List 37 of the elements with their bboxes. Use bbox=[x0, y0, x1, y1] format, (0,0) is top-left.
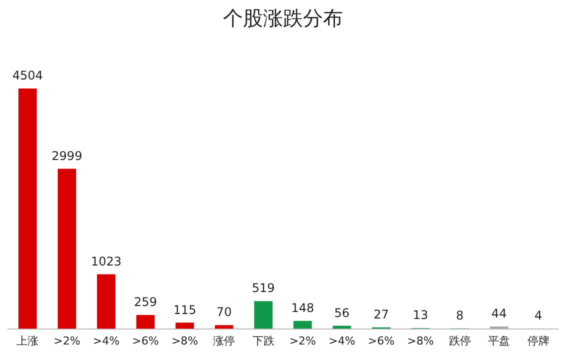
bar bbox=[176, 322, 194, 329]
data-label: 27 bbox=[374, 307, 389, 322]
data-label: 44 bbox=[491, 306, 507, 321]
bar bbox=[18, 88, 37, 329]
data-label: 56 bbox=[334, 306, 350, 320]
x-tick-label: >8% bbox=[171, 334, 198, 348]
x-tick-label: 平盘 bbox=[488, 334, 510, 348]
x-tick-label: 涨停 bbox=[213, 334, 236, 348]
bar bbox=[214, 325, 234, 329]
x-tick-label: >2% bbox=[289, 334, 316, 348]
bar bbox=[97, 274, 116, 329]
data-label: 519 bbox=[252, 281, 275, 296]
data-label: 148 bbox=[291, 301, 314, 316]
x-tick-label: 上涨 bbox=[16, 334, 39, 348]
data-label: 2999 bbox=[52, 148, 82, 163]
data-label: 1023 bbox=[90, 254, 122, 268]
x-tick-label: >4% bbox=[92, 334, 120, 348]
x-tick-label: 跌停 bbox=[448, 334, 471, 348]
chart-title: 个股涨跌分布 bbox=[223, 6, 343, 30]
data-label: 70 bbox=[216, 305, 232, 320]
x-tick-label: >6% bbox=[132, 334, 159, 348]
data-label: 4 bbox=[534, 308, 542, 323]
data-label: 8 bbox=[456, 308, 464, 322]
data-label: 259 bbox=[134, 295, 157, 310]
x-tick-label: >6% bbox=[368, 334, 395, 348]
data-label: 115 bbox=[173, 302, 196, 317]
bar bbox=[254, 301, 273, 329]
x-tick-label: >2% bbox=[54, 334, 80, 348]
bar bbox=[136, 314, 155, 329]
x-tick-label: >8% bbox=[407, 334, 434, 348]
bar bbox=[293, 320, 312, 329]
data-label: 4504 bbox=[12, 68, 43, 83]
x-tick-label: >4% bbox=[328, 334, 356, 348]
x-tick-label: 下跌 bbox=[252, 334, 274, 348]
x-tick-label: 停牌 bbox=[527, 334, 550, 348]
bar bbox=[58, 168, 76, 329]
data-label: 13 bbox=[412, 308, 428, 322]
